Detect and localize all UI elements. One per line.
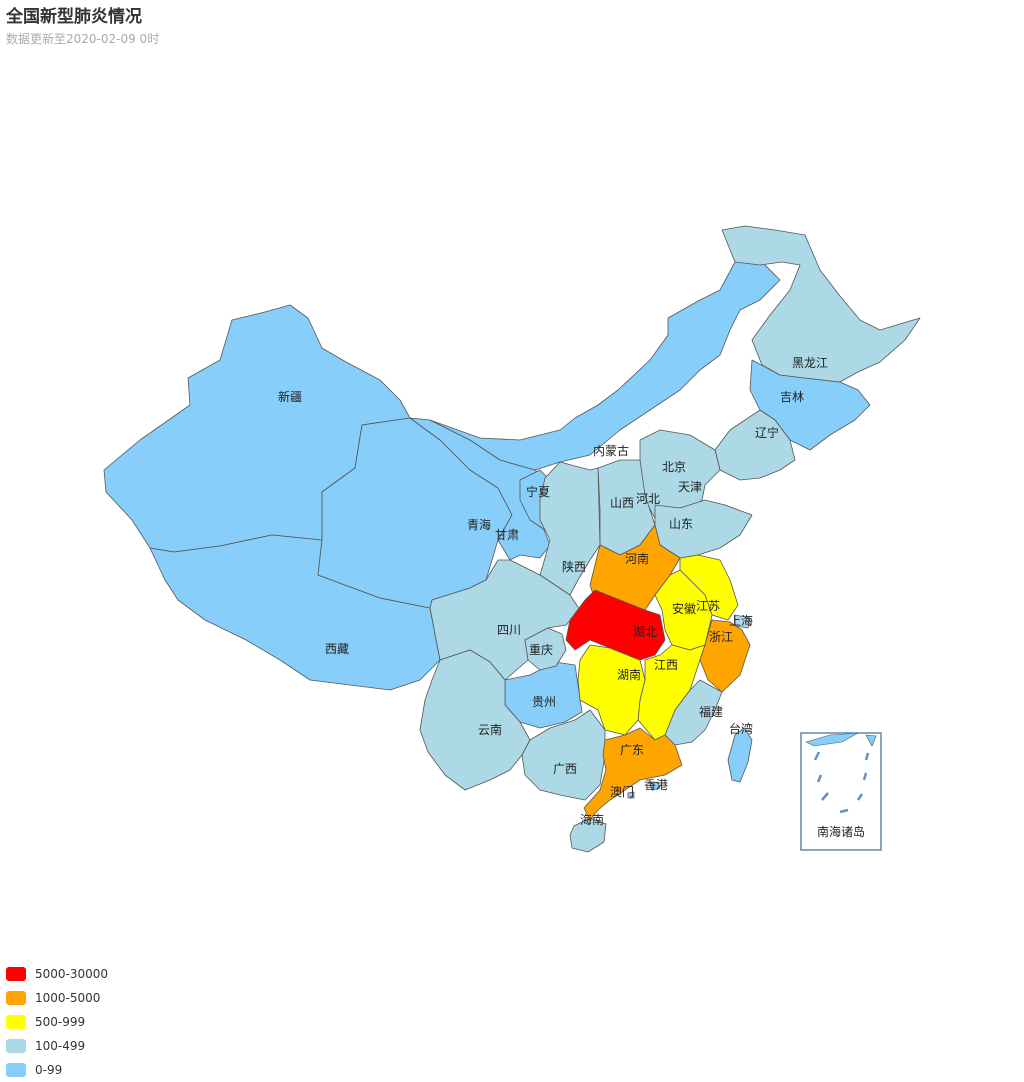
province-label-ningxia: 宁夏: [526, 484, 550, 499]
province-neimenggu[interactable]: [429, 259, 781, 471]
legend-swatch: [6, 1039, 26, 1053]
province-chongqing[interactable]: [524, 627, 567, 671]
legend-item[interactable]: 100-499: [6, 1034, 108, 1058]
legend-label: 5000-30000: [35, 967, 109, 981]
legend-swatch: [6, 991, 26, 1005]
legend-item[interactable]: 5000-30000: [6, 962, 108, 986]
legend-label: 1000-5000: [35, 991, 101, 1005]
province-label-shandong: 山东: [669, 517, 693, 531]
legend: 5000-30000 1000-5000 500-999 100-499 0-9…: [6, 962, 108, 1082]
province-shaanxi[interactable]: [539, 461, 601, 596]
province-label-gansu: 甘肃: [495, 528, 519, 542]
province-label-shanghai: 上海: [729, 613, 753, 628]
province-label-fujian: 福建: [699, 704, 723, 719]
province-henan[interactable]: [589, 524, 681, 611]
province-label-xinjiang: 新疆: [278, 389, 302, 404]
province-label-hainan: 海南: [580, 812, 604, 827]
south-china-sea-inset: 南海诸岛: [800, 732, 882, 851]
province-label-zhejiang: 浙江: [709, 630, 733, 644]
province-label-heilongjiang: 黑龙江: [792, 356, 828, 370]
province-label-hubei: 湖北: [633, 624, 657, 639]
province-label-guangxi: 广西: [553, 762, 577, 776]
province-label-qinghai: 青海: [467, 517, 491, 532]
province-label-hebei: 河北: [636, 492, 660, 506]
province-guangdong[interactable]: [583, 727, 683, 821]
province-label-beijing: 北京: [662, 460, 686, 474]
province-label-guizhou: 贵州: [532, 695, 556, 709]
province-label-anhui: 安徽: [672, 601, 696, 616]
province-label-liaoning: 辽宁: [755, 425, 779, 440]
map-subtitle: 数据更新至2020-02-09 0时: [6, 32, 160, 46]
legend-swatch: [6, 967, 26, 981]
legend-label: 500-999: [35, 1015, 86, 1029]
legend-swatch: [6, 1063, 26, 1077]
province-label-taiwan: 台湾: [729, 721, 753, 736]
province-label-guangdong: 广东: [620, 743, 644, 757]
province-label-yunnan: 云南: [478, 722, 502, 737]
inset-label: 南海诸岛: [817, 824, 865, 839]
province-anhui[interactable]: [654, 569, 713, 651]
province-layer: [103, 225, 921, 853]
legend-swatch: [6, 1015, 26, 1029]
province-label-jilin: 吉林: [780, 390, 804, 404]
province-taiwan[interactable]: [727, 727, 753, 783]
province-xizang[interactable]: [149, 534, 441, 691]
province-guangxi[interactable]: [521, 709, 606, 801]
province-shanghai[interactable]: [734, 614, 751, 629]
province-label-jiangxi: 江西: [654, 658, 678, 672]
province-heilongjiang[interactable]: [721, 225, 921, 383]
legend-item[interactable]: 0-99: [6, 1058, 108, 1082]
province-label-shaanxi: 陕西: [562, 559, 586, 574]
province-label-aomen: 澳门: [610, 784, 634, 799]
province-yunnan[interactable]: [419, 649, 531, 791]
province-label-tianjin: 天津: [678, 480, 702, 494]
legend-item[interactable]: 1000-5000: [6, 986, 108, 1010]
province-label-hunan: 湖南: [617, 667, 641, 682]
province-aomen[interactable]: [627, 791, 635, 799]
province-hainan[interactable]: [569, 817, 607, 853]
province-label-xianggang: 香港: [644, 778, 668, 792]
province-label-shanxi: 山西: [610, 496, 634, 510]
province-label-sichuan: 四川: [497, 623, 521, 637]
province-hubei[interactable]: [565, 589, 666, 661]
province-xianggang[interactable]: [649, 781, 661, 791]
province-zhejiang[interactable]: [699, 619, 751, 693]
province-label-xizang: 西藏: [325, 642, 349, 656]
map-title: 全国新型肺炎情况: [6, 7, 142, 27]
legend-label: 100-499: [35, 1039, 86, 1053]
province-label-neimenggu: 内蒙古: [593, 443, 629, 458]
legend-item[interactable]: 500-999: [6, 1010, 108, 1034]
province-label-chongqing: 重庆: [529, 643, 553, 657]
province-label-henan: 河南: [625, 551, 649, 566]
province-label-jiangsu: 江苏: [696, 599, 720, 613]
legend-label: 0-99: [35, 1063, 63, 1077]
